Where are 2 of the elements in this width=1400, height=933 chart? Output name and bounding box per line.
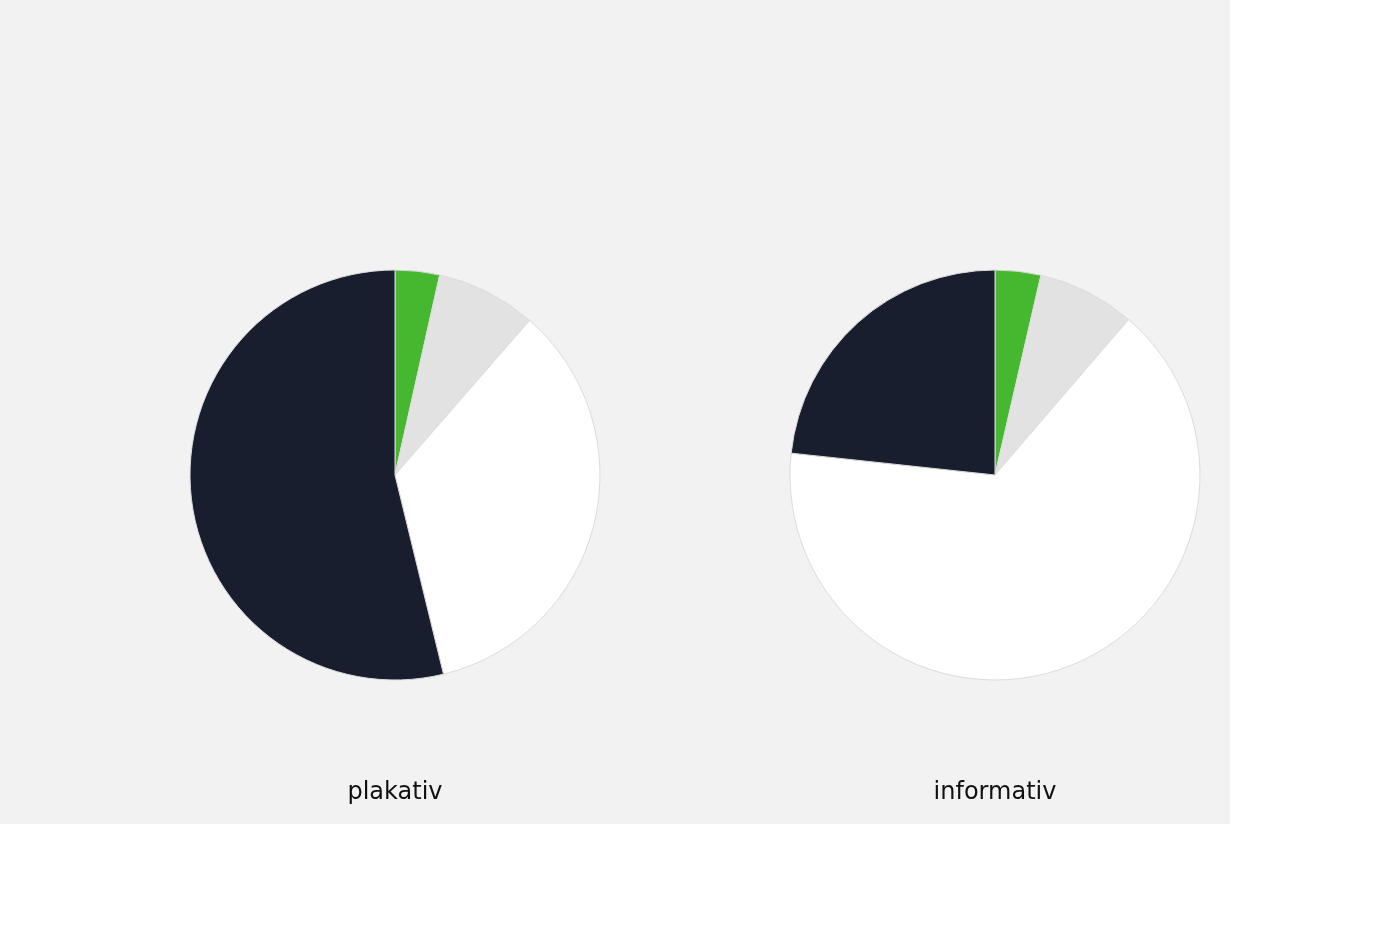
text: informativ <box>933 777 1057 805</box>
text: plakativ <box>347 777 443 805</box>
